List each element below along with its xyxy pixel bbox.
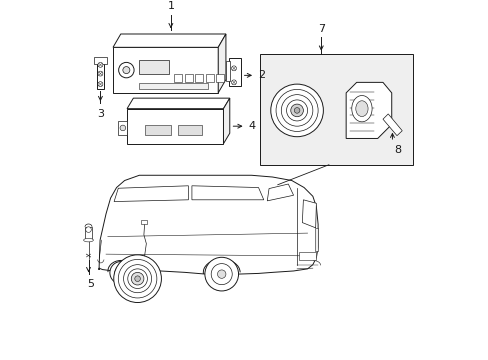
Ellipse shape [351, 95, 371, 122]
Circle shape [85, 227, 91, 233]
Bar [141, 220, 147, 224]
Polygon shape [127, 98, 229, 109]
Text: 7: 7 [317, 24, 324, 34]
Circle shape [211, 264, 232, 285]
Circle shape [110, 261, 132, 284]
Circle shape [270, 84, 323, 137]
Bar [96, 58, 104, 89]
Polygon shape [346, 82, 391, 139]
Circle shape [119, 62, 134, 78]
Polygon shape [267, 184, 293, 201]
Circle shape [120, 125, 125, 131]
Circle shape [231, 80, 236, 85]
Circle shape [98, 71, 102, 76]
Bar [127, 109, 223, 144]
Bar [178, 125, 202, 135]
Circle shape [115, 266, 127, 279]
Bar [144, 125, 170, 135]
Polygon shape [218, 34, 225, 93]
Circle shape [290, 104, 303, 117]
Polygon shape [223, 98, 229, 144]
Circle shape [135, 276, 140, 282]
Bar [195, 73, 203, 82]
Text: 5: 5 [86, 279, 94, 289]
Circle shape [114, 255, 161, 302]
Polygon shape [114, 186, 188, 202]
Circle shape [204, 257, 238, 291]
Text: 4: 4 [247, 121, 255, 131]
Bar [85, 227, 92, 240]
Bar [225, 61, 230, 81]
Text: 2: 2 [257, 70, 264, 80]
Bar [113, 47, 218, 93]
Polygon shape [99, 175, 318, 274]
Polygon shape [302, 200, 316, 228]
Bar [118, 121, 127, 135]
Bar [174, 73, 182, 82]
Text: 6: 6 [114, 270, 121, 280]
Text: 1: 1 [167, 1, 174, 11]
Circle shape [294, 108, 299, 113]
Bar [228, 58, 241, 86]
Polygon shape [191, 186, 263, 200]
Text: 3: 3 [97, 109, 104, 119]
Bar [205, 73, 213, 82]
Bar [314, 228, 318, 251]
Bar [216, 73, 224, 82]
Circle shape [122, 67, 130, 73]
Circle shape [231, 66, 236, 71]
Bar [260, 54, 412, 165]
Polygon shape [382, 114, 402, 136]
Polygon shape [113, 34, 225, 47]
Bar [184, 73, 192, 82]
Circle shape [123, 265, 151, 293]
Bar [139, 60, 169, 73]
Circle shape [118, 260, 157, 298]
Text: 8: 8 [394, 145, 401, 155]
Circle shape [127, 269, 147, 288]
Circle shape [276, 89, 318, 131]
Circle shape [98, 82, 102, 86]
Bar [94, 57, 107, 64]
Bar [139, 83, 207, 89]
Ellipse shape [355, 101, 367, 117]
Circle shape [281, 95, 312, 126]
Circle shape [131, 273, 143, 285]
Circle shape [98, 62, 102, 67]
Ellipse shape [83, 238, 93, 242]
Circle shape [286, 100, 307, 121]
Circle shape [217, 270, 225, 278]
Bar [298, 252, 315, 260]
Circle shape [118, 270, 123, 275]
